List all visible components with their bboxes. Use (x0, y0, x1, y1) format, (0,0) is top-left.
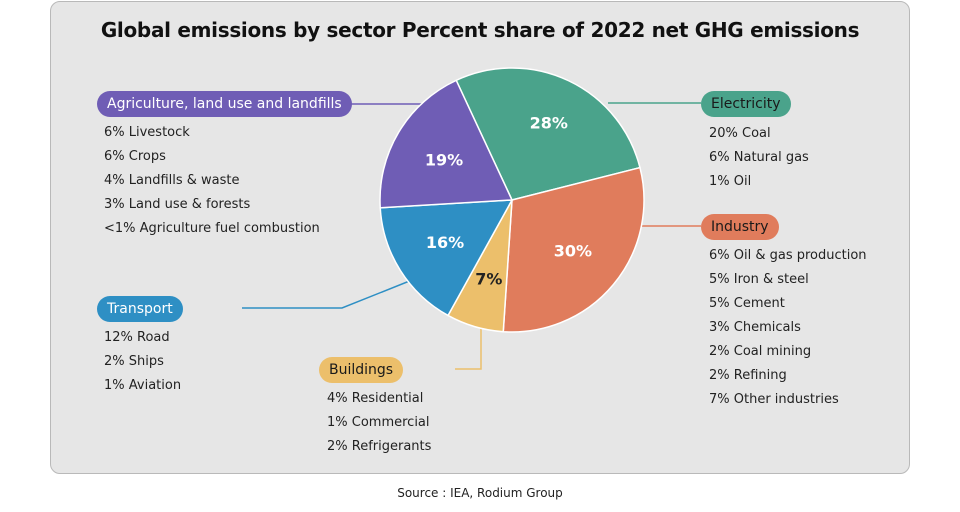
pie-slice-electricity (455, 67, 641, 201)
detail-item: 1% Commercial (327, 415, 430, 430)
detail-list-industry: 6% Oil & gas production 5% Iron & steel … (709, 244, 867, 412)
detail-item: 2% Coal mining (709, 344, 812, 359)
detail-item: 6% Crops (104, 149, 166, 164)
legend-pill-buildings: Buildings (319, 357, 404, 383)
slice-value-label-electricity: 28% (530, 113, 568, 132)
chart-title: Global emissions by sector Percent share… (100, 18, 860, 42)
detail-list-buildings: 4% Residential 1% Commercial 2% Refriger… (327, 387, 431, 459)
detail-item: 1% Oil (709, 174, 752, 189)
detail-item: 2% Refrigerants (327, 439, 432, 454)
slice-value-label-agriculture: 19% (425, 150, 463, 169)
legend-label-buildings: Buildings (329, 362, 394, 378)
detail-item: 2% Refining (709, 368, 787, 383)
legend-pill-electricity: Electricity (701, 91, 791, 117)
detail-list-transport: 12% Road 2% Ships 1% Aviation (104, 326, 181, 398)
legend-label-transport: Transport (107, 301, 173, 317)
legend-label-electricity: Electricity (711, 96, 781, 112)
slice-value-label-buildings: 7% (475, 270, 502, 289)
legend-label-agriculture: Agriculture, land use and landfills (107, 96, 342, 112)
slice-value-label-industry: 30% (554, 242, 592, 261)
detail-item: 6% Natural gas (709, 150, 809, 165)
detail-item: 3% Chemicals (709, 320, 801, 335)
detail-item: 6% Livestock (104, 125, 190, 140)
detail-item: 4% Residential (327, 391, 424, 406)
detail-item: 12% Road (104, 330, 170, 345)
detail-item: 7% Other industries (709, 392, 839, 407)
detail-item: 5% Iron & steel (709, 272, 809, 287)
legend-pill-agriculture: Agriculture, land use and landfills (97, 91, 352, 117)
detail-list-electricity: 20% Coal 6% Natural gas 1% Oil (709, 122, 809, 194)
pie-slice-agriculture (379, 79, 514, 209)
pie-slice-transport (379, 199, 514, 317)
slice-value-label-transport: 16% (426, 233, 464, 252)
detail-item: 2% Ships (104, 354, 164, 369)
pie-slice-industry (502, 166, 645, 333)
source-note: Source : IEA, Rodium Group (397, 486, 563, 500)
connector-line-transport (242, 279, 413, 309)
legend-label-industry: Industry (711, 219, 769, 235)
detail-item: 3% Land use & forests (104, 197, 251, 212)
connector-line-buildings (455, 320, 482, 370)
detail-item: 4% Landfills & waste (104, 173, 240, 188)
detail-item: 20% Coal (709, 126, 771, 141)
detail-item: 5% Cement (709, 296, 785, 311)
legend-pill-industry: Industry (701, 214, 779, 240)
detail-list-agriculture: 6% Livestock 6% Crops 4% Landfills & was… (104, 121, 320, 241)
detail-item: 1% Aviation (104, 378, 182, 393)
detail-item: <1% Agriculture fuel combustion (104, 221, 320, 236)
detail-item: 6% Oil & gas production (709, 248, 867, 263)
legend-pill-transport: Transport (97, 296, 183, 322)
